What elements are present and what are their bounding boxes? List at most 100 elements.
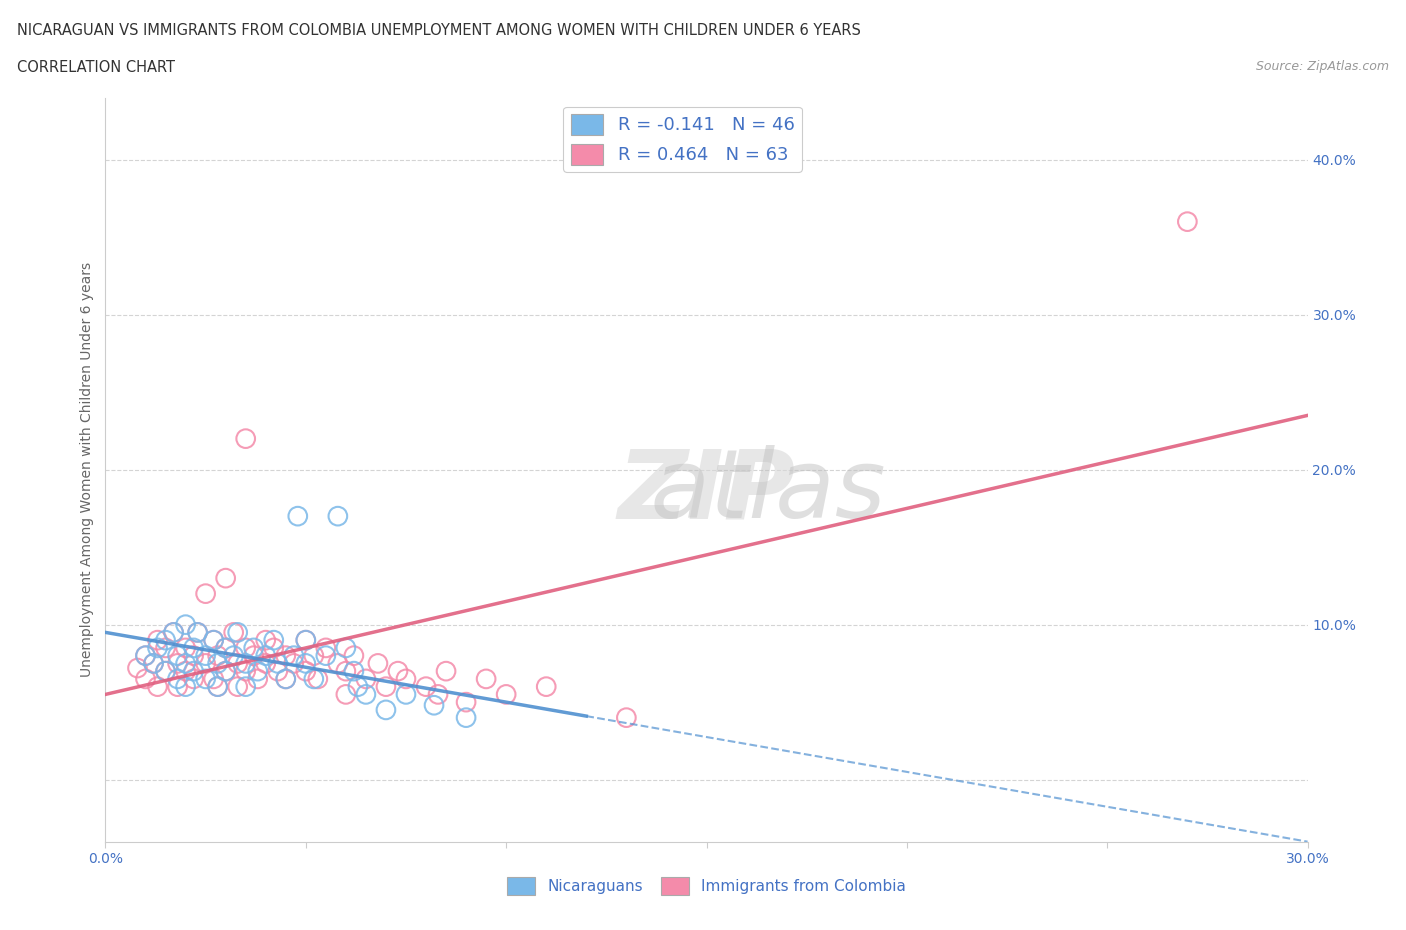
Point xyxy=(174,656,197,671)
Point xyxy=(226,656,249,671)
Point xyxy=(207,679,229,694)
Point xyxy=(302,671,325,686)
Point xyxy=(135,671,157,686)
Point xyxy=(274,671,297,686)
Point xyxy=(187,625,209,640)
Point xyxy=(174,618,197,632)
Point xyxy=(295,656,318,671)
Point xyxy=(214,664,236,679)
Point xyxy=(235,432,257,446)
Text: ZIP: ZIP xyxy=(617,445,796,538)
Point xyxy=(326,509,349,524)
Text: atlas: atlas xyxy=(527,445,886,538)
Point xyxy=(146,679,169,694)
Point xyxy=(142,656,165,671)
Point xyxy=(335,641,357,656)
Point xyxy=(207,648,229,663)
Point xyxy=(226,625,249,640)
Point xyxy=(326,656,349,671)
Text: Source: ZipAtlas.com: Source: ZipAtlas.com xyxy=(1256,60,1389,73)
Point xyxy=(415,679,437,694)
Point xyxy=(246,664,269,679)
Point xyxy=(202,632,225,647)
Point xyxy=(315,641,337,656)
Point xyxy=(387,664,409,679)
Point xyxy=(194,648,217,663)
Point xyxy=(242,648,264,663)
Point xyxy=(166,656,188,671)
Point xyxy=(616,711,638,725)
Point xyxy=(235,641,257,656)
Point xyxy=(235,679,257,694)
Point xyxy=(454,695,477,710)
Point xyxy=(283,648,305,663)
Point xyxy=(202,632,225,647)
Point xyxy=(354,687,377,702)
Point xyxy=(263,641,285,656)
Point xyxy=(142,656,165,671)
Point xyxy=(183,671,205,686)
Point xyxy=(246,671,269,686)
Point xyxy=(222,625,245,640)
Point xyxy=(146,641,169,656)
Point xyxy=(263,632,285,647)
Point xyxy=(475,671,498,686)
Point xyxy=(343,648,366,663)
Point xyxy=(347,679,370,694)
Point xyxy=(283,656,305,671)
Point xyxy=(207,656,229,671)
Point xyxy=(162,625,184,640)
Point xyxy=(395,687,418,702)
Point xyxy=(427,687,450,702)
Point xyxy=(423,698,446,712)
Point xyxy=(295,632,318,647)
Point xyxy=(155,664,177,679)
Point xyxy=(166,671,188,686)
Point xyxy=(127,660,149,675)
Point xyxy=(214,641,236,656)
Point xyxy=(202,671,225,686)
Point xyxy=(235,664,257,679)
Point xyxy=(135,648,157,663)
Point xyxy=(374,702,398,717)
Point xyxy=(214,664,236,679)
Point xyxy=(534,679,557,694)
Point xyxy=(174,641,197,656)
Point xyxy=(254,656,277,671)
Point xyxy=(307,671,329,686)
Point xyxy=(287,509,309,524)
Point xyxy=(135,648,157,663)
Point xyxy=(174,679,197,694)
Point xyxy=(335,664,357,679)
Point xyxy=(274,648,297,663)
Point xyxy=(354,671,377,686)
Point xyxy=(254,648,277,663)
Point xyxy=(343,664,366,679)
Point xyxy=(194,671,217,686)
Point xyxy=(183,641,205,656)
Point xyxy=(295,632,318,647)
Point xyxy=(183,648,205,663)
Point xyxy=(302,648,325,663)
Point xyxy=(194,586,217,601)
Point xyxy=(235,656,257,671)
Point xyxy=(254,632,277,647)
Point xyxy=(155,664,177,679)
Point xyxy=(207,679,229,694)
Point xyxy=(183,664,205,679)
Point xyxy=(374,679,398,694)
Point xyxy=(274,671,297,686)
Point xyxy=(495,687,517,702)
Point xyxy=(155,632,177,647)
Point xyxy=(1177,214,1199,229)
Point xyxy=(454,711,477,725)
Point xyxy=(226,679,249,694)
Y-axis label: Unemployment Among Women with Children Under 6 years: Unemployment Among Women with Children U… xyxy=(80,262,94,677)
Point xyxy=(267,656,290,671)
Point xyxy=(267,664,290,679)
Point xyxy=(174,664,197,679)
Point xyxy=(146,632,169,647)
Text: NICARAGUAN VS IMMIGRANTS FROM COLOMBIA UNEMPLOYMENT AMONG WOMEN WITH CHILDREN UN: NICARAGUAN VS IMMIGRANTS FROM COLOMBIA U… xyxy=(17,23,860,38)
Point xyxy=(194,656,217,671)
Point xyxy=(214,571,236,586)
